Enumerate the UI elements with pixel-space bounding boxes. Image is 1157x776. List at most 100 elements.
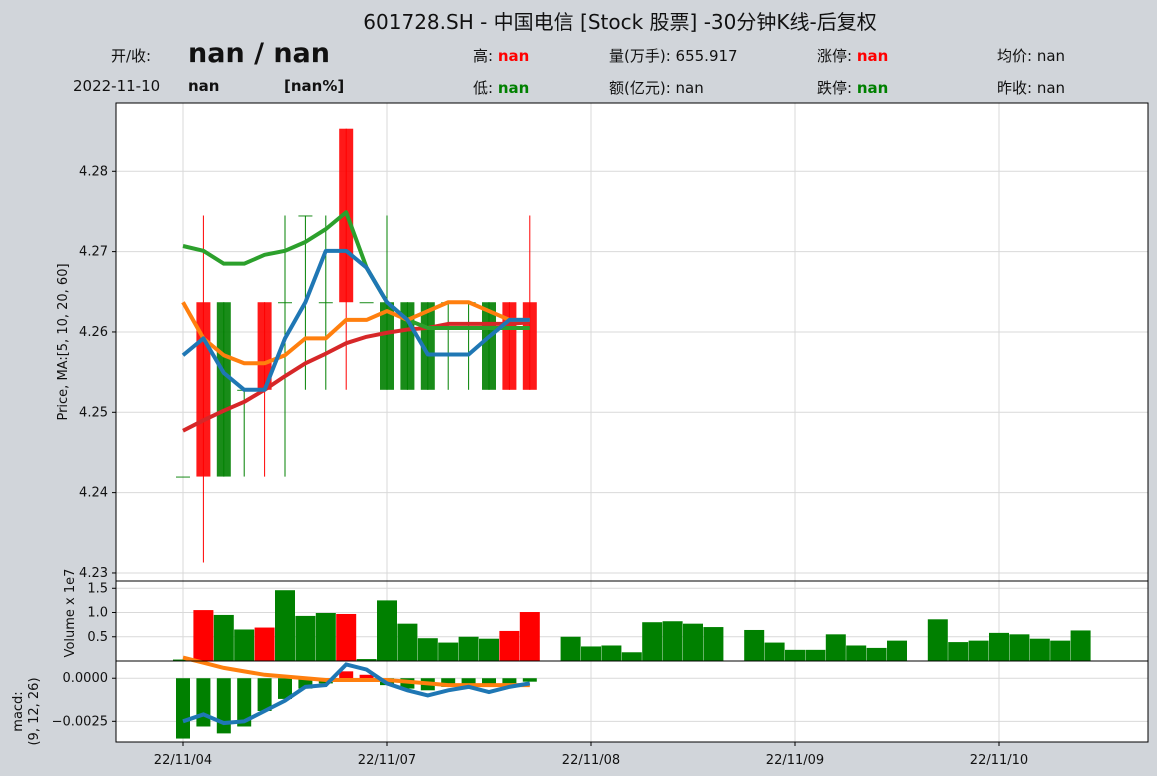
x-tick-label: 22/11/07 xyxy=(358,753,416,768)
volume-label: 量(万手): xyxy=(609,47,671,65)
candle-body xyxy=(502,302,517,390)
limit-down-value: nan xyxy=(856,79,889,97)
volume-bar xyxy=(621,652,642,661)
volume-bar xyxy=(1070,630,1091,661)
volume-bar xyxy=(193,610,214,661)
volume-bar xyxy=(825,634,846,661)
avg-price-value: nan xyxy=(1036,47,1066,65)
prev-close-value: nan xyxy=(1036,79,1066,97)
macd-hist-bar xyxy=(176,678,190,739)
macd-hist-bar xyxy=(278,678,292,699)
amount-label: 额(亿元): xyxy=(609,79,671,97)
volume-bar xyxy=(417,638,438,661)
ma10-line xyxy=(181,300,530,366)
volume-tick-label: 1.5 xyxy=(87,581,108,596)
high-stat: 高: nan xyxy=(473,45,529,66)
low-value: nan xyxy=(497,79,530,97)
price-tick-label: 4.24 xyxy=(79,486,108,501)
volume-bar xyxy=(499,630,520,661)
volume-bar xyxy=(989,632,1009,661)
macd-hist-bar xyxy=(482,678,496,686)
price-axis-label: Price, MA:[5, 10, 20, 60] xyxy=(56,263,71,420)
macd-hist-bar xyxy=(298,678,313,689)
volume-bar xyxy=(805,649,826,661)
low-stat: 低: nan xyxy=(473,77,529,98)
volume-bar xyxy=(315,613,336,661)
macd-hist-bar xyxy=(461,678,476,686)
macd-hist-bar xyxy=(196,678,211,727)
candle-body xyxy=(216,302,231,477)
volume-bar xyxy=(968,640,989,661)
ma60-line xyxy=(182,320,530,433)
panel-border xyxy=(115,660,1149,743)
candle-body xyxy=(278,302,292,304)
date-label: 2022-11-10 xyxy=(73,77,161,95)
volume-bar xyxy=(213,614,234,661)
macd-signal-line xyxy=(182,655,530,688)
volume-axis-label: Volume x 1e7 xyxy=(63,569,78,658)
macd-hist-bar xyxy=(359,674,374,679)
candle-body xyxy=(298,215,313,217)
macd-axis-params: (9, 12, 26) xyxy=(27,677,42,745)
volume-bar xyxy=(1050,640,1071,661)
x-tick-label: 22/11/09 xyxy=(766,753,824,768)
volume-bar xyxy=(519,612,540,661)
price-tick-label: 4.27 xyxy=(79,245,108,260)
ma5-line xyxy=(181,248,530,392)
ma20-line xyxy=(182,210,530,330)
volume-bar xyxy=(927,619,948,661)
x-tick-label: 22/11/10 xyxy=(970,753,1028,768)
candle-body xyxy=(380,302,394,390)
volume-bar xyxy=(764,642,785,661)
price-tick-label: 4.26 xyxy=(79,325,108,340)
volume-bar xyxy=(785,649,805,661)
limit-down-label: 跌停: xyxy=(817,79,853,97)
volume-tick-label: 1.0 xyxy=(87,606,108,621)
low-label: 低: xyxy=(473,79,494,97)
limit-up-stat: 涨停: nan xyxy=(817,45,888,66)
limit-up-value: nan xyxy=(856,47,889,65)
macd-panel xyxy=(116,661,1148,742)
open-close-label: 开/收: xyxy=(111,47,152,65)
volume-bar xyxy=(458,636,479,661)
volume-bar xyxy=(662,621,683,661)
volume-bar xyxy=(560,636,581,661)
volume-bar xyxy=(948,642,969,661)
macd-hist-bar xyxy=(339,671,354,679)
macd-hist-bar xyxy=(502,678,517,684)
volume-bar xyxy=(581,646,601,661)
x-tick-label: 22/11/04 xyxy=(154,753,212,768)
avg-price-stat: 均价: nan xyxy=(997,45,1065,66)
volume-bar xyxy=(295,615,316,661)
volume-value: 655.917 xyxy=(675,47,738,65)
volume-bar xyxy=(397,623,418,661)
volume-bar xyxy=(275,590,295,661)
macd-axis-label: macd: xyxy=(11,691,26,731)
volume-bar xyxy=(1029,638,1050,661)
prev-close-stat: 昨收: nan xyxy=(997,77,1065,98)
amount-stat: 额(亿元): nan xyxy=(609,77,704,98)
price-tick-label: 4.25 xyxy=(79,405,108,420)
change-value: nan xyxy=(188,77,220,95)
volume-bar xyxy=(173,659,193,661)
candle-body xyxy=(359,302,374,304)
candle-body xyxy=(257,302,272,390)
limit-up-label: 涨停: xyxy=(817,47,853,65)
macd-hist-bar xyxy=(522,678,537,682)
price-tick-label: 4.23 xyxy=(79,566,108,581)
volume-bar xyxy=(601,645,622,661)
candle-body xyxy=(420,302,435,390)
chart-title: 601728.SH - 中国电信 [Stock 股票] -30分钟K线-后复权 xyxy=(363,10,877,34)
x-tick-label: 22/11/08 xyxy=(562,753,620,768)
volume-bar xyxy=(479,638,499,661)
macd-tick-label: −0.0025 xyxy=(52,714,108,729)
volume-bar xyxy=(336,613,357,661)
macd-hist-bar xyxy=(237,678,252,727)
prev-close-label: 昨收: xyxy=(997,79,1033,97)
avg-price-label: 均价: xyxy=(997,47,1033,65)
volume-tick-label: 0.5 xyxy=(87,630,108,645)
candle-body xyxy=(176,476,190,478)
price-tick-label: 4.28 xyxy=(79,164,108,179)
high-label: 高: xyxy=(473,47,494,65)
